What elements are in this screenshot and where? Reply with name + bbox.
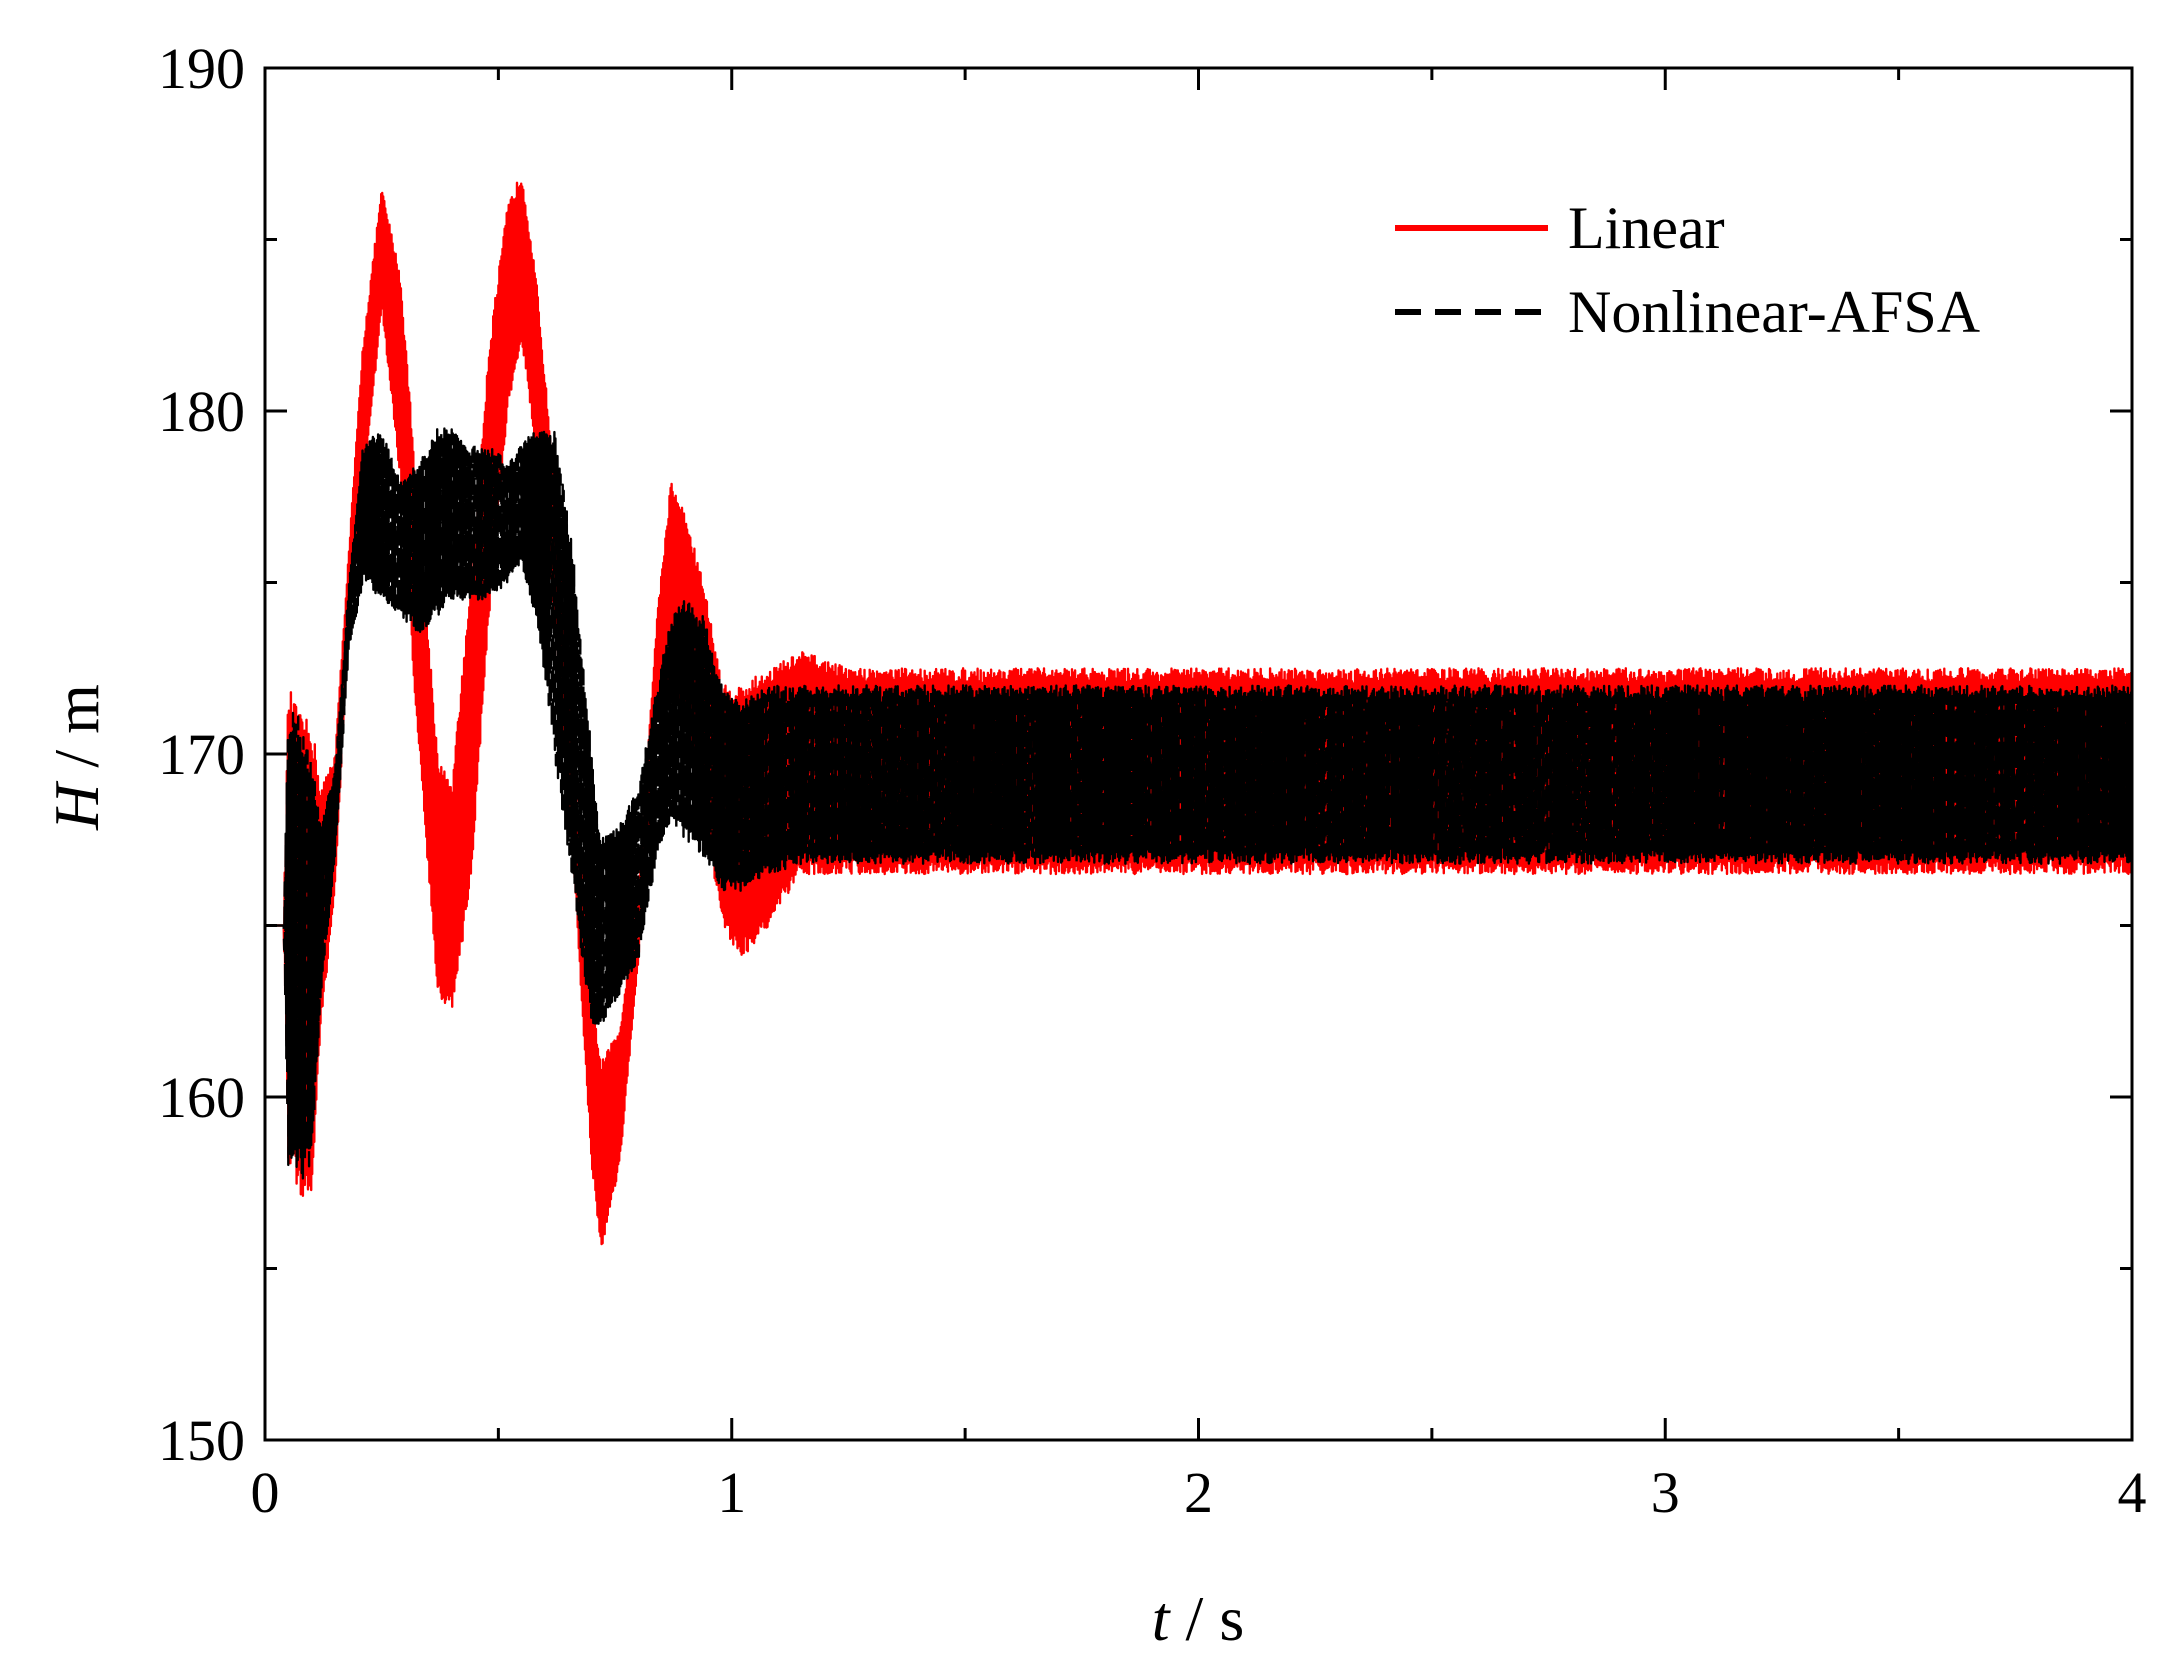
y-axis-sep: /: [41, 734, 112, 784]
ticks-layer: [263, 66, 2134, 1442]
legend-label-nonlinear-afsa: Nonlinear-AFSA: [1568, 279, 1980, 345]
x-axis-unit: s: [1219, 1583, 1244, 1654]
x-tick-label: 0: [251, 1460, 280, 1525]
legend: Linear Nonlinear-AFSA: [1395, 195, 1980, 345]
x-axis-var: t: [1152, 1583, 1172, 1654]
series-layer: [264, 181, 2134, 1246]
legend-label-linear: Linear: [1568, 195, 1725, 261]
y-axis-unit: m: [41, 684, 112, 734]
labels-layer: 0 1 2 3 4 150 160 170 180 190: [158, 36, 2147, 1525]
x-tick-label: 2: [1184, 1460, 1213, 1525]
x-tick-label: 4: [2118, 1460, 2147, 1525]
y-tick-label: 170: [158, 722, 245, 787]
y-tick-label: 180: [158, 379, 245, 444]
x-axis-sep: /: [1170, 1583, 1220, 1654]
x-tick-label: 1: [717, 1460, 746, 1525]
x-tick-label: 3: [1651, 1460, 1680, 1525]
y-tick-label: 190: [158, 36, 245, 101]
y-tick-label: 150: [158, 1408, 245, 1473]
y-axis-var: H: [41, 780, 112, 831]
y-axis-title: H / m: [41, 684, 112, 831]
y-tick-label: 160: [158, 1065, 245, 1130]
x-axis-title: t / s: [1152, 1583, 1244, 1654]
series-line-nonlinear-afsa: [264, 427, 2134, 1180]
